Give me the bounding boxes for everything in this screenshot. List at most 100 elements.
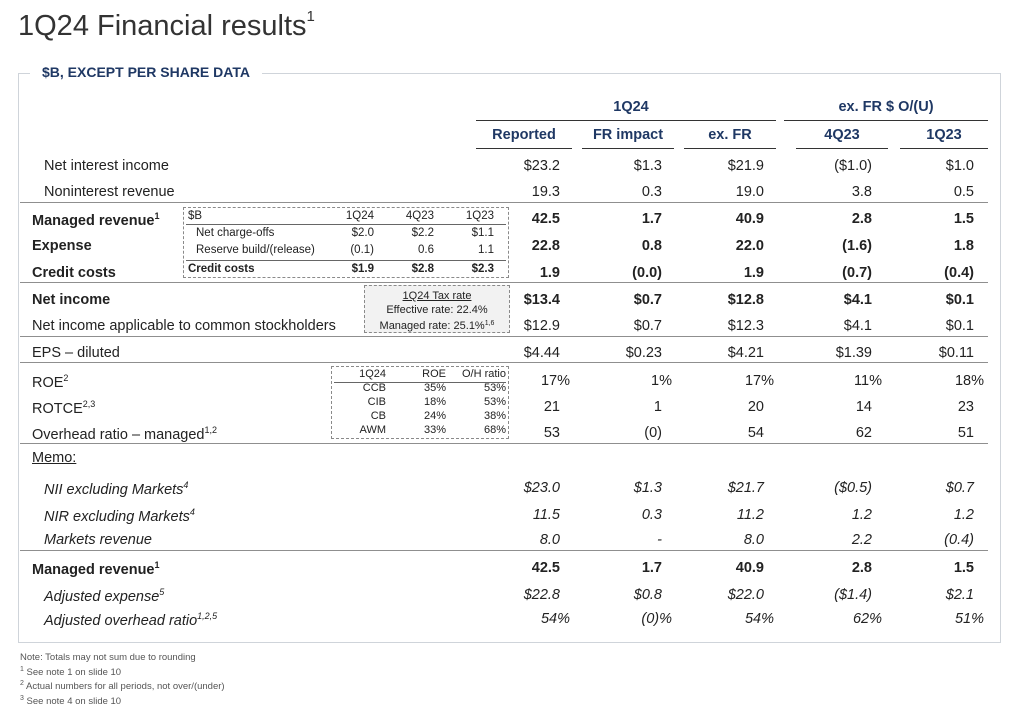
cell-4q23: $1.39 — [835, 345, 872, 361]
row-label-text: Adjusted overhead ratio — [44, 613, 198, 629]
col-header-ex-fr-rule — [684, 148, 776, 149]
col-header-1q23-rule — [900, 148, 988, 149]
cell-4q23: ($1.4) — [834, 587, 872, 603]
cell-fr-impact: 0.3 — [641, 184, 662, 200]
cell-reported: 21 — [543, 399, 560, 415]
tax-rate-effective: Effective rate: 22.4% — [386, 304, 488, 316]
inset-header-1q24: 1Q24 — [345, 210, 374, 222]
cell-fr-impact: $0.8 — [633, 587, 662, 603]
row-label-footnote: 1 — [154, 560, 160, 570]
cell-reported: 42.5 — [531, 560, 560, 576]
cell-4q23: 3.8 — [851, 184, 872, 200]
row-label: EPS – diluted — [32, 345, 120, 361]
inset-row-label: Credit costs — [188, 263, 255, 275]
table-row: ROTCE2,3 21 1 20 14 23 — [20, 394, 1000, 420]
footnote: 2 Actual numbers for all periods, not ov… — [20, 678, 225, 693]
cell-fr-impact: $0.23 — [625, 345, 662, 361]
cell-4q23: 2.8 — [851, 560, 872, 576]
cell-4q23: 1.2 — [851, 507, 872, 523]
cell-reported: $13.4 — [523, 292, 560, 308]
row-label: Markets revenue — [44, 532, 152, 548]
footnote-marker: 3 — [20, 694, 24, 702]
segment-roe-inset: 1Q24 ROE O/H ratio CCB 35% 53% CIB 18% 5… — [331, 366, 509, 439]
cell-4q23: 2.2 — [851, 532, 872, 548]
cell-fr-impact: 1.7 — [641, 560, 662, 576]
cell-1q23: (0.4) — [944, 265, 974, 281]
cell-reported: 54% — [540, 611, 570, 627]
cell-fr-impact: (0.0) — [632, 265, 662, 281]
cell-reported: 53 — [543, 425, 560, 441]
inset-cell: 0.6 — [418, 244, 434, 256]
table-row: Managed revenue1 42.5 1.7 40.9 2.8 1.5 — [20, 555, 1000, 581]
row-separator — [20, 282, 988, 283]
table-row: EPS – diluted $4.44 $0.23 $4.21 $1.39 $0… — [20, 340, 1000, 366]
cell-fr-impact: (0) — [644, 425, 662, 441]
inset-header-oh-ratio: O/H ratio — [461, 368, 506, 380]
cell-ex-fr: $4.21 — [727, 345, 764, 361]
row-label: NII excluding Markets4 — [44, 480, 188, 498]
row-label-text: Overhead ratio – managed — [32, 427, 205, 443]
page-title: 1Q24 Financial results1 — [18, 8, 315, 43]
cell-fr-impact: $0.7 — [633, 292, 662, 308]
cell-1q23: 1.5 — [953, 211, 974, 227]
cell-1q23: 1.2 — [953, 507, 974, 523]
row-separator — [20, 336, 988, 337]
page-title-footnote: 1 — [306, 8, 315, 25]
cell-ex-fr: 40.9 — [735, 211, 764, 227]
page-title-text: 1Q24 Financial results — [18, 10, 307, 42]
header-group-1q24-rule — [476, 120, 776, 121]
table-row: Expense 22.8 0.8 22.0 (1.6) 1.8 — [20, 233, 1000, 259]
col-header-4q23: 4Q23 — [824, 127, 860, 143]
section-label: $B, EXCEPT PER SHARE DATA — [30, 64, 262, 80]
col-header-reported: Reported — [492, 127, 556, 143]
table-row: ROE2 17% 1% 17% 11% 18% — [20, 368, 1000, 394]
row-label-footnote: 1,2,5 — [197, 611, 218, 621]
row-separator — [20, 362, 988, 363]
row-label-text: ROE — [32, 375, 64, 391]
inset-cell: 33% — [423, 424, 446, 436]
cell-4q23: $4.1 — [843, 292, 872, 308]
footnote: 3 See note 4 on slide 10 — [20, 693, 225, 708]
inset-row-label: Net charge-offs — [196, 227, 275, 239]
header-group-exfr-rule — [784, 120, 988, 121]
row-label: Expense — [32, 238, 92, 254]
col-header-4q23-rule — [796, 148, 888, 149]
inset-row-label: CB — [370, 410, 386, 422]
cell-4q23: 2.8 — [851, 211, 872, 227]
cell-fr-impact: 0.3 — [641, 507, 662, 523]
table-row: NII excluding Markets4 $23.0 $1.3 $21.7 … — [20, 475, 1000, 501]
table-row: NIR excluding Markets4 11.5 0.3 11.2 1.2… — [20, 502, 1000, 528]
cell-ex-fr: $12.3 — [727, 318, 764, 334]
cell-1q23: 1.8 — [953, 238, 974, 254]
results-panel — [18, 73, 1001, 643]
inset-cell: 68% — [483, 424, 506, 436]
inset-cell: (0.1) — [350, 244, 374, 256]
row-label: Net interest income — [44, 158, 169, 174]
cell-4q23: $4.1 — [843, 318, 872, 334]
row-label: Net income — [32, 292, 111, 308]
inset-cell: $2.0 — [351, 227, 374, 239]
cell-ex-fr: $12.8 — [727, 292, 764, 308]
table-row: Markets revenue 8.0 - 8.0 2.2 (0.4) — [20, 527, 1000, 553]
row-label-text: Managed revenue — [32, 213, 155, 229]
cell-fr-impact: 1.7 — [641, 211, 662, 227]
inset-header-period: 1Q24 — [359, 368, 386, 380]
cell-ex-fr: 40.9 — [735, 560, 764, 576]
col-header-reported-rule — [476, 148, 572, 149]
tax-rate-title: 1Q24 Tax rate — [402, 290, 472, 302]
cell-reported: $4.44 — [523, 345, 560, 361]
cell-1q23: $0.11 — [938, 345, 974, 361]
row-separator — [20, 550, 988, 551]
inset-rule — [186, 224, 506, 225]
cell-reported: 11.5 — [532, 507, 560, 523]
row-label-text: ROTCE — [32, 401, 83, 417]
table-row: Managed revenue1 42.5 1.7 40.9 2.8 1.5 — [20, 206, 1000, 232]
table-row: Net income applicable to common stockhol… — [20, 313, 1000, 339]
cell-1q23: (0.4) — [944, 532, 974, 548]
cell-1q23: $0.7 — [945, 480, 974, 496]
inset-cell: $2.3 — [471, 263, 494, 275]
memo-label: Memo: — [32, 450, 77, 466]
tax-rate-managed-text: Managed rate: 25.1% — [379, 320, 485, 332]
col-header-fr-impact-rule — [582, 148, 674, 149]
inset-cell: 35% — [423, 382, 446, 394]
